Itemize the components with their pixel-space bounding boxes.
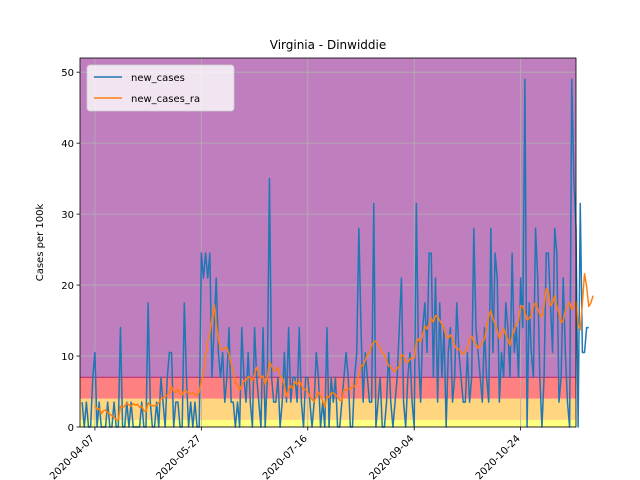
y-axis-label: Cases per 100k — [35, 204, 46, 282]
y-tick-label-40: 40 — [61, 139, 74, 150]
legend: new_cases new_cases_ra — [86, 64, 235, 112]
y-tick-label-10: 10 — [61, 352, 74, 363]
legend-label-new-cases-ra: new_cases_ra — [131, 94, 200, 105]
chart-title: Virginia - Dinwiddie — [270, 38, 386, 52]
legend-label-new-cases: new_cases — [131, 73, 185, 84]
band-0 — [80, 419, 576, 427]
series-lines — [81, 78, 594, 428]
legend-box — [86, 64, 235, 112]
series-line-new-cases-ra — [94, 272, 594, 421]
y-tick-label-50: 50 — [61, 68, 74, 79]
y-tick-label-20: 20 — [61, 281, 74, 292]
y-axis-ticks: 0 10 20 30 40 50 — [61, 68, 80, 434]
series-line-new-cases — [81, 78, 589, 428]
y-tick-label-0: 0 — [68, 423, 74, 434]
y-tick-label-30: 30 — [61, 210, 74, 221]
plot-frame — [79, 57, 577, 428]
